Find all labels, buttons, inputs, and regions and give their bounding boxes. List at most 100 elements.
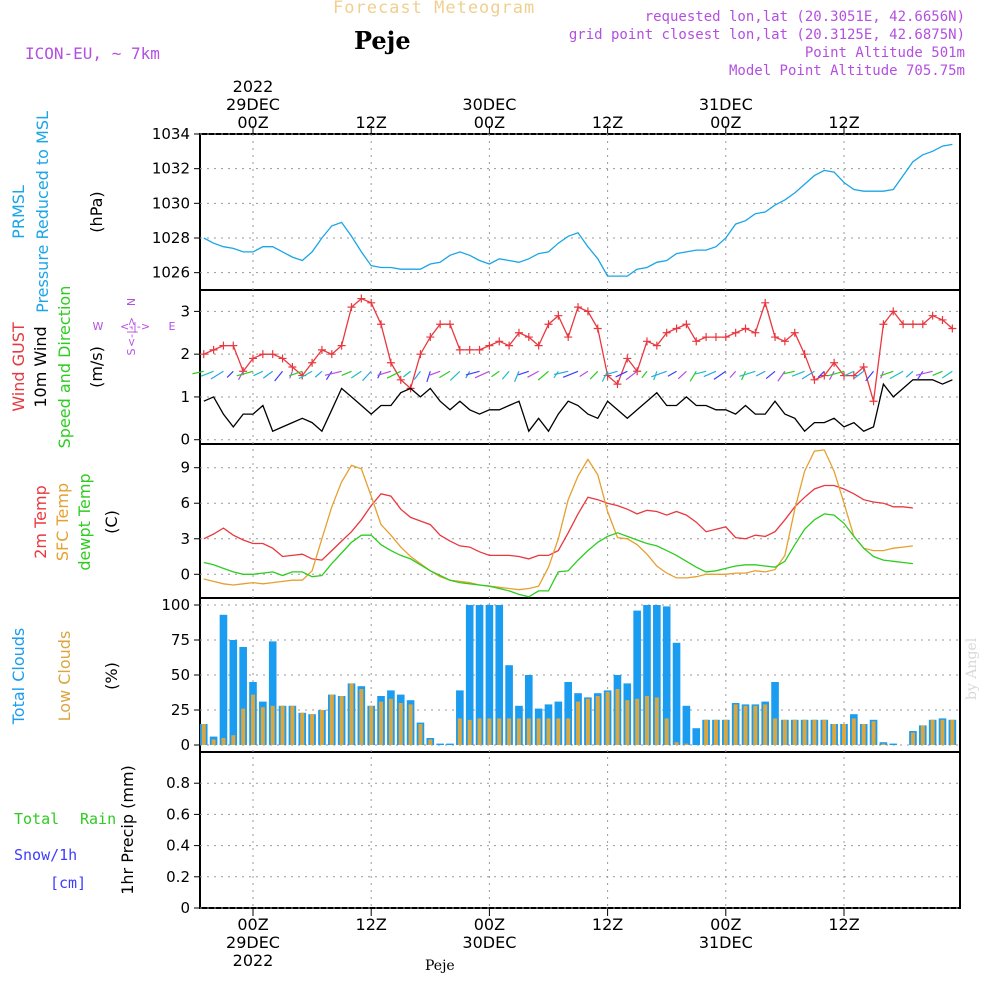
y-tick-label: 0.4 <box>166 837 190 855</box>
gust-marker <box>623 354 632 363</box>
wind-direction-arrow <box>791 370 805 377</box>
wind-direction-arrow <box>651 370 667 378</box>
total-cloud-bar <box>525 675 533 745</box>
time-label-top: 00Z <box>474 113 505 132</box>
total-cloud-bar <box>268 641 277 745</box>
wind-direction-arrow <box>325 370 333 381</box>
low-cloud-bar <box>625 700 630 745</box>
gust-marker <box>790 328 799 337</box>
wind-direction-arrow <box>755 370 766 377</box>
low-cloud-bar <box>477 718 482 745</box>
total-cloud-bar <box>633 610 641 745</box>
wind-direction-arrow <box>562 370 579 378</box>
low-cloud-bar <box>457 718 462 745</box>
total-cloud-bar <box>692 728 701 745</box>
wind-direction-arrow <box>289 370 303 377</box>
gust-marker <box>278 354 287 363</box>
gust-marker <box>308 358 317 367</box>
wind-direction-arrow <box>641 370 648 379</box>
gust-marker <box>377 320 386 329</box>
low-cloud-bar <box>379 701 384 745</box>
gust-marker <box>918 320 927 329</box>
low-cloud-bar <box>241 708 246 745</box>
gridpoint-coords: grid point closest lon,lat (20.3125E, 42… <box>568 27 965 43</box>
wind-direction-arrow <box>474 370 490 379</box>
wind-direction-arrow <box>226 370 234 378</box>
gust-marker <box>938 315 947 324</box>
gust-marker <box>446 320 454 329</box>
gust-marker <box>692 337 701 346</box>
temp-sfc-line <box>203 449 913 591</box>
low-cloud-bar <box>556 718 561 745</box>
low-cloud-bar <box>802 719 807 745</box>
wind-direction-arrow <box>606 370 618 376</box>
low-cloud-bar <box>743 705 748 745</box>
wind-direction-arrow <box>262 370 274 379</box>
low-cloud-bar <box>329 694 334 745</box>
gust-marker <box>544 320 553 329</box>
y-tick-label: 3 <box>180 530 190 548</box>
wind-direction-arrow <box>350 370 362 379</box>
gust-marker <box>682 320 691 329</box>
wind-direction-arrow <box>491 370 500 378</box>
wind-direction-arrow <box>589 370 599 380</box>
low-cloud-bar <box>300 712 305 745</box>
y-tick-label: 1034 <box>152 125 190 143</box>
wind-direction-arrow <box>403 370 411 378</box>
wind-direction-arrow <box>514 371 520 382</box>
gust-marker <box>416 350 425 359</box>
y-tick-label: 9 <box>180 459 190 477</box>
wind-direction-arrow <box>601 371 609 382</box>
low-cloud-bar <box>339 696 344 745</box>
wind-direction-arrow <box>625 370 638 381</box>
low-cloud-bar <box>260 707 265 745</box>
low-cloud-bar <box>704 719 709 745</box>
time-label-top: 12Z <box>592 113 623 132</box>
compass-ns-arrows: <-|-> <box>125 317 138 347</box>
gust-marker <box>731 328 740 337</box>
y-tick-label: 3 <box>180 302 190 320</box>
time-label-top: 00Z <box>237 113 268 132</box>
total-cloud-bar <box>475 605 484 745</box>
precip-unit: 1hr Precip (mm) <box>118 765 137 895</box>
low-cloud-bar <box>684 743 689 745</box>
wind-direction-arrow <box>828 370 835 381</box>
wind-direction-arrow <box>554 370 569 376</box>
temp-dewpt-label: dewpt Temp <box>75 473 94 570</box>
low-cloud-bar <box>782 719 787 745</box>
low-cloud-bar <box>526 718 531 745</box>
date-label-bottom: 31DEC <box>699 933 753 952</box>
wind-direction-arrow <box>324 370 342 376</box>
low-cloud-bar <box>713 719 718 745</box>
wind-direction-arrow <box>341 370 352 376</box>
temp-2m-line <box>203 484 913 561</box>
low-cloud-bar <box>664 718 669 745</box>
total-clouds-label: Total Clouds <box>9 628 28 726</box>
low-cloud-bar <box>723 719 728 745</box>
gust-marker <box>505 341 514 350</box>
gust-marker <box>948 324 957 333</box>
low-cloud-bar <box>251 694 255 745</box>
date-label-top: 30DEC <box>462 95 516 114</box>
wind-direction-label: Speed and Direction <box>55 286 74 449</box>
year-label-bottom: 2022 <box>233 951 274 970</box>
wind-direction-arrow <box>932 370 943 376</box>
model-name: ICON-EU, ~ 7km <box>25 44 160 63</box>
gust-line <box>203 297 953 402</box>
low-cloud-bar <box>428 739 433 745</box>
wind-direction-arrow <box>274 370 284 382</box>
low-cloud-bar <box>635 698 640 745</box>
low-cloud-bar <box>615 689 620 745</box>
gust-marker <box>357 294 366 303</box>
wind-direction-arrow <box>889 370 904 380</box>
low-cloud-bar <box>536 718 541 745</box>
total-cloud-bar <box>643 605 651 745</box>
wind-label: 10m Wind <box>31 326 50 407</box>
low-cloud-bar <box>585 698 590 745</box>
wind-direction-arrow <box>677 370 687 380</box>
y-tick-label: 100 <box>161 596 190 614</box>
gust-marker <box>702 333 711 342</box>
gust-marker <box>652 341 661 350</box>
gust-marker <box>800 350 809 359</box>
wind-direction-arrow <box>253 370 264 377</box>
